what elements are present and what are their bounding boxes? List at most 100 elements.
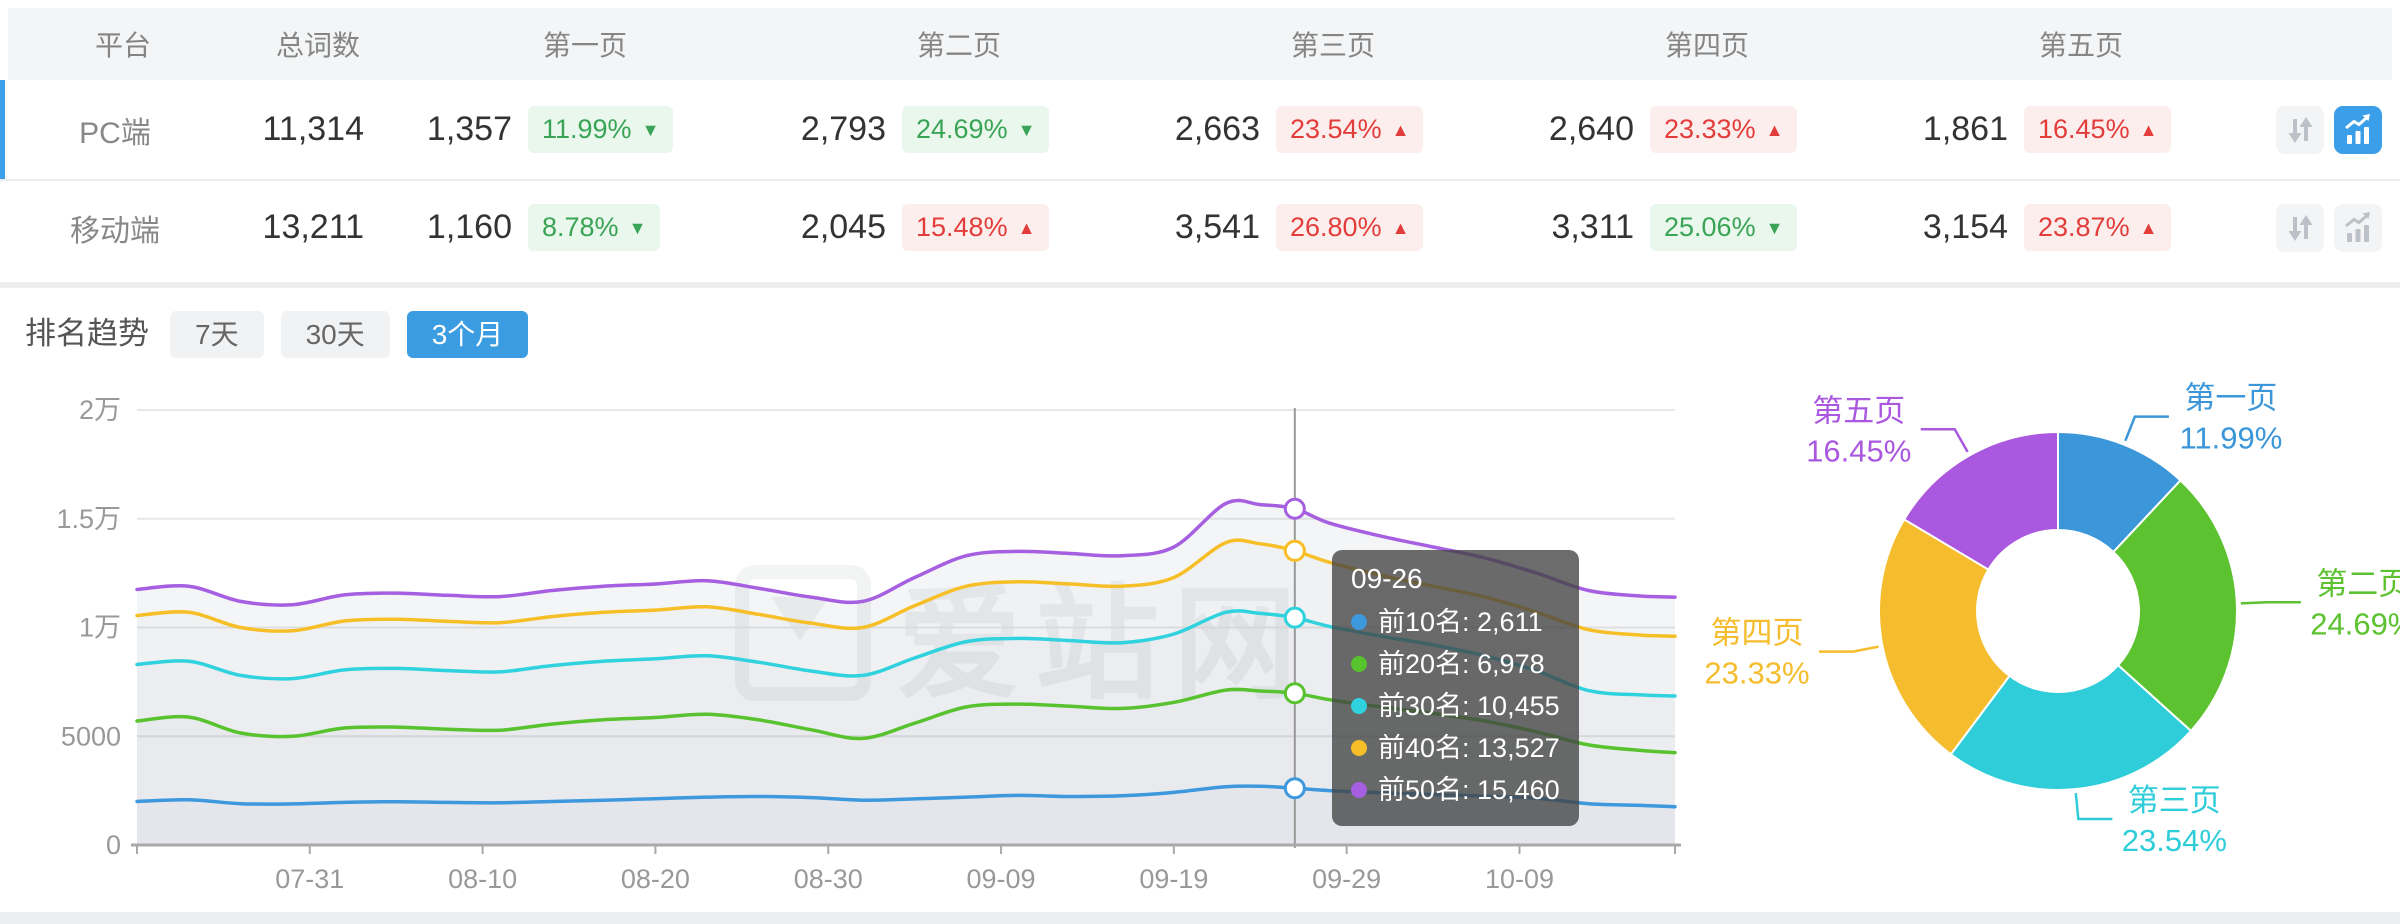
- change-badge: 8.78% ▼: [528, 204, 661, 251]
- tab-3-months[interactable]: 3个月: [406, 311, 529, 358]
- table-header-row: 平台 总词数 第一页 第二页 第三页 第四页 第五页: [8, 8, 2392, 80]
- tooltip-text: 前40名: 13,527: [1378, 733, 1560, 763]
- svg-text:23.54%: 23.54%: [2122, 823, 2227, 858]
- svg-text:16.45%: 16.45%: [1806, 433, 1911, 468]
- trend-chart-icon: [2345, 113, 2370, 144]
- platform-label: PC端: [79, 116, 151, 150]
- up-triangle-icon: ▲: [1765, 119, 1784, 140]
- trend-line-and-donut-chart[interactable]: 2万 1.5万 1万 5000 0 07-31 08-10 08-20 08-30 09-09 09…: [0, 288, 2400, 912]
- change-badge: 23.54% ▲: [1276, 106, 1424, 153]
- svg-text:第一页: 第一页: [2184, 381, 2277, 416]
- page-count: 1,861: [1922, 110, 2008, 148]
- show-trend-chart-button[interactable]: [2334, 105, 2382, 154]
- svg-text:08-20: 08-20: [621, 864, 690, 894]
- down-triangle-icon: ▼: [1017, 119, 1036, 140]
- svg-text:09-09: 09-09: [967, 864, 1036, 894]
- svg-text:第二页: 第二页: [2316, 566, 2400, 601]
- tooltip-row: 前20名: 6,978: [1351, 643, 1560, 685]
- updown-icon: [2288, 116, 2313, 143]
- up-triangle-icon: ▲: [1391, 217, 1410, 238]
- donut-slice-第二页: [2111, 479, 2238, 733]
- svg-text:08-30: 08-30: [794, 864, 863, 894]
- up-triangle-icon: ▲: [1391, 119, 1410, 140]
- tab-7-days[interactable]: 7天: [170, 311, 264, 358]
- svg-text:09-29: 09-29: [1312, 864, 1381, 894]
- col-header-platform: 平台: [94, 30, 151, 61]
- svg-text:第三页: 第三页: [2128, 783, 2221, 818]
- change-badge: 11.99% ▼: [528, 106, 674, 153]
- svg-text:10-09: 10-09: [1485, 864, 1554, 894]
- change-badge: 24.69% ▼: [902, 106, 1050, 153]
- down-triangle-icon: ▼: [628, 217, 647, 238]
- trend-section-title: 排名趋势: [25, 316, 149, 351]
- col-header-page2: 第二页: [916, 30, 1001, 61]
- change-badge: 23.33% ▲: [1650, 106, 1798, 153]
- svg-text:24.69%: 24.69%: [2310, 606, 2400, 641]
- page-count: 3,154: [1922, 208, 2008, 246]
- tooltip-text: 前50名: 15,460: [1378, 775, 1560, 805]
- tooltip-row: 前10名: 2,611: [1351, 601, 1560, 643]
- change-badge: 26.80% ▲: [1276, 204, 1424, 251]
- donut-slice-第五页: [1902, 430, 2059, 571]
- series-dot-icon: [1351, 656, 1367, 672]
- up-triangle-icon: ▲: [1017, 217, 1036, 238]
- series-dot-icon: [1351, 698, 1367, 714]
- tooltip-text: 前20名: 6,978: [1378, 649, 1545, 679]
- change-badge: 16.45% ▲: [2024, 106, 2172, 153]
- col-header-page1: 第一页: [542, 30, 627, 61]
- series-dot-icon: [1351, 740, 1367, 756]
- col-header-page5: 第五页: [2038, 30, 2123, 61]
- updown-icon: [2288, 214, 2313, 241]
- trend-chart-icon: [2345, 211, 2370, 242]
- tooltip-date: 09-26: [1351, 563, 1423, 594]
- change-badge: 23.87% ▲: [2024, 204, 2172, 251]
- svg-text:2万: 2万: [79, 395, 121, 425]
- tab-30-days[interactable]: 30天: [280, 311, 390, 358]
- table-row-mobile[interactable]: 移动端 13,211 1,160 8.78% ▼ 2,045 15.48% ▲ 3,…: [0, 179, 2400, 274]
- change-badge: 15.48% ▲: [902, 204, 1050, 251]
- donut-slice-第四页: [1878, 518, 2011, 756]
- series-dot-icon: [1351, 614, 1367, 630]
- donut-slice-第三页: [1949, 663, 2193, 791]
- tooltip-row: 前30名: 10,455: [1351, 685, 1560, 727]
- table-row-pc[interactable]: PC端 11,314 1,357 11.99% ▼ 2,793 24.69% ▼ 2…: [0, 80, 2400, 179]
- trend-section: 排名趋势 7天 30天 3个月 爱站网 2万1.5万1万5000007-3108…: [0, 288, 2400, 912]
- col-header-total: 总词数: [275, 30, 360, 61]
- total-words: 13,211: [262, 208, 364, 246]
- tooltip-row: 前50名: 15,460: [1351, 769, 1560, 811]
- svg-text:23.33%: 23.33%: [1704, 656, 1809, 691]
- svg-text:07-31: 07-31: [275, 864, 344, 894]
- page-count: 2,045: [800, 208, 886, 246]
- svg-text:1.5万: 1.5万: [56, 504, 121, 534]
- svg-text:第五页: 第五页: [1812, 393, 1905, 428]
- svg-text:0: 0: [106, 830, 121, 860]
- show-trend-chart-button[interactable]: [2334, 203, 2382, 252]
- svg-text:1万: 1万: [79, 613, 121, 643]
- change-badge: 25.06% ▼: [1650, 204, 1798, 251]
- chart-tooltip: 09-26 前10名: 2,611 前20名: 6,978 前30名: 10,4…: [1332, 550, 1579, 826]
- page-count: 3,541: [1174, 208, 1260, 246]
- page-count: 3,311: [1551, 208, 1634, 246]
- ranking-table: 平台 总词数 第一页 第二页 第三页 第四页 第五页 PC端 11,314 1,…: [0, 0, 2400, 282]
- updown-sort-button[interactable]: [2276, 203, 2324, 252]
- col-header-page3: 第三页: [1290, 30, 1375, 61]
- page-count: 1,357: [426, 110, 512, 148]
- svg-text:11.99%: 11.99%: [2179, 421, 2282, 456]
- total-words: 11,314: [262, 110, 364, 148]
- series-dot-icon: [1351, 782, 1367, 798]
- page-count: 2,663: [1174, 110, 1260, 148]
- svg-text:5000: 5000: [61, 721, 121, 751]
- updown-sort-button[interactable]: [2276, 105, 2324, 154]
- period-tabs: 7天 30天 3个月: [170, 311, 529, 358]
- col-header-page4: 第四页: [1664, 30, 1749, 61]
- tooltip-text: 前10名: 2,611: [1378, 607, 1543, 637]
- svg-text:09-19: 09-19: [1139, 864, 1208, 894]
- page-count: 1,160: [426, 208, 512, 246]
- svg-text:08-10: 08-10: [448, 864, 517, 894]
- up-triangle-icon: ▲: [2139, 217, 2158, 238]
- svg-text:第四页: 第四页: [1710, 616, 1803, 651]
- down-triangle-icon: ▼: [1765, 217, 1784, 238]
- page-count: 2,640: [1548, 110, 1634, 148]
- platform-label: 移动端: [70, 214, 160, 248]
